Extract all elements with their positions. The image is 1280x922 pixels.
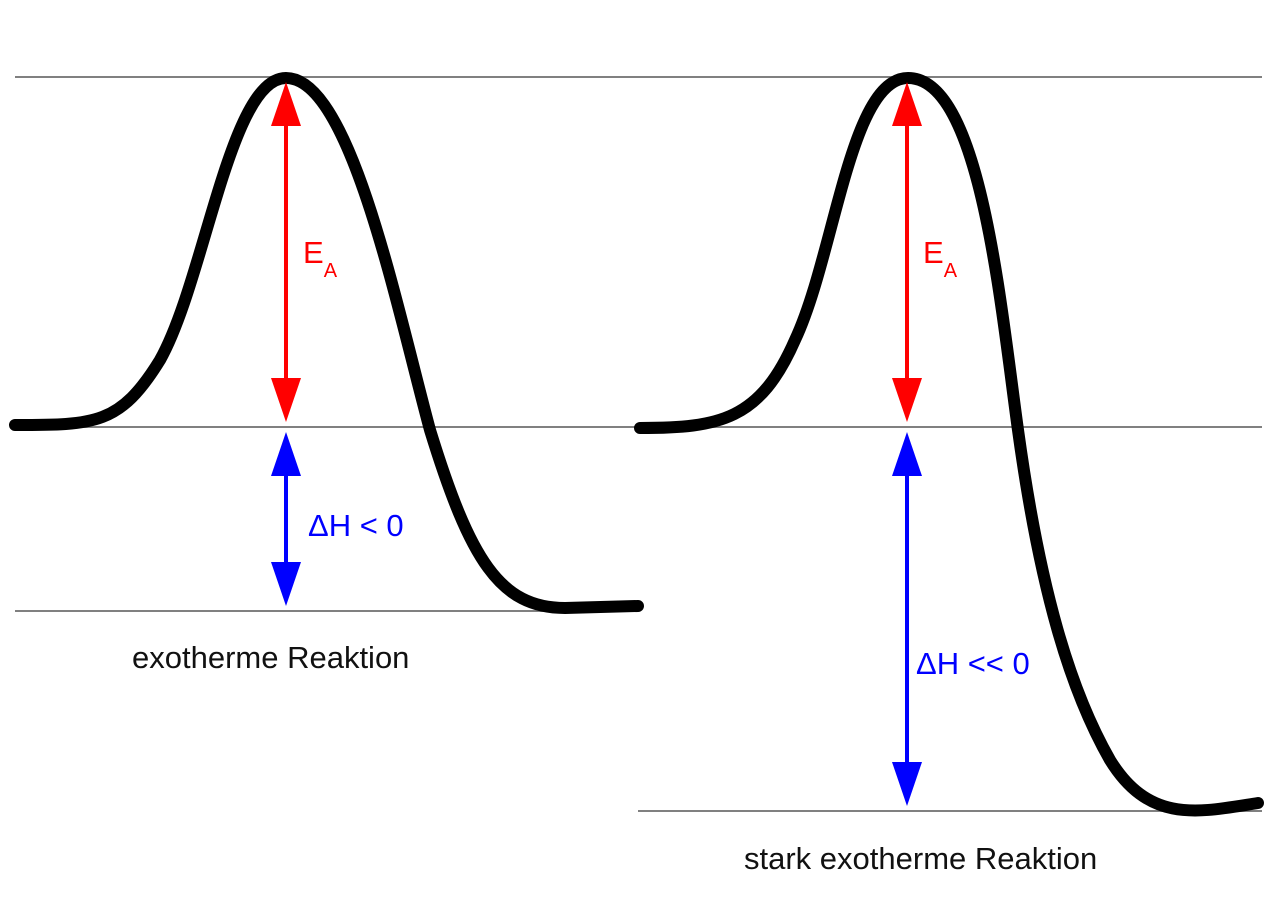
activation-energy-subscript-left: A bbox=[324, 260, 338, 282]
activation-arrowhead-down-left bbox=[271, 378, 301, 422]
energy-curve-strongly-exothermic bbox=[634, 72, 1264, 817]
activation-energy-label-right: EA bbox=[923, 235, 958, 282]
activation-energy-symbol-left: E bbox=[303, 235, 324, 270]
caption-exothermic-reaction: exotherme Reaktion bbox=[132, 640, 410, 675]
enthalpy-label-right: ΔH << 0 bbox=[916, 646, 1030, 681]
enthalpy-arrowhead-up-right bbox=[892, 432, 922, 476]
caption-strongly-exothermic-reaction: stark exotherme Reaktion bbox=[744, 841, 1098, 876]
enthalpy-arrowhead-down-right bbox=[892, 762, 922, 806]
activation-arrowhead-up-right bbox=[892, 82, 922, 126]
activation-arrowhead-up-left bbox=[271, 82, 301, 126]
activation-arrowhead-down-right bbox=[892, 378, 922, 422]
energy-curve-exothermic bbox=[9, 72, 644, 614]
enthalpy-arrowhead-up-left bbox=[271, 432, 301, 476]
enthalpy-arrowhead-down-left bbox=[271, 562, 301, 606]
activation-energy-subscript-right: A bbox=[944, 260, 958, 282]
activation-energy-symbol-right: E bbox=[923, 235, 944, 270]
activation-energy-label-left: EA bbox=[303, 235, 338, 282]
enthalpy-label-left: ΔH < 0 bbox=[308, 508, 404, 543]
